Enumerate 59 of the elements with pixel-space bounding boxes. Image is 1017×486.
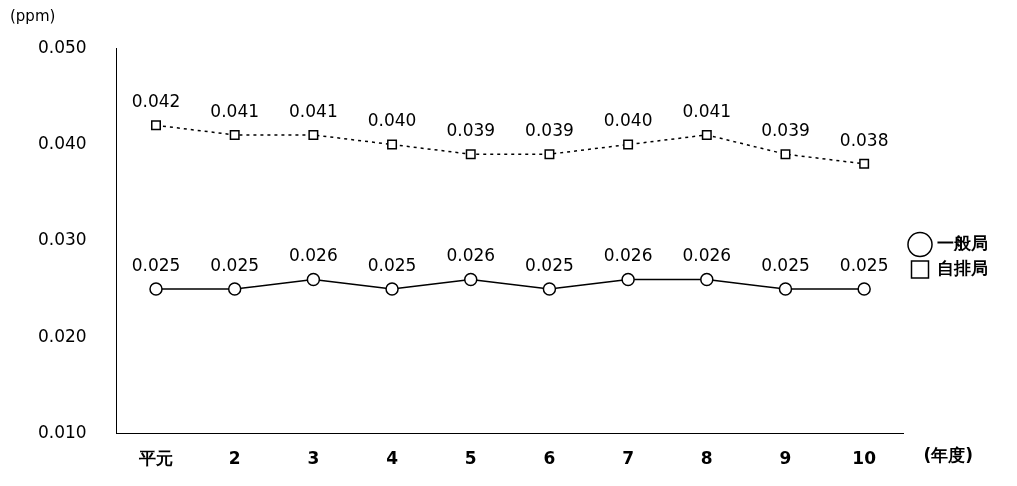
point [227, 282, 242, 296]
point [621, 272, 635, 287]
x-tick-label: 7 [622, 448, 635, 469]
point [385, 282, 399, 296]
x-tick-label: 9 [779, 448, 792, 469]
data-label: 0.025 [761, 255, 810, 275]
point [542, 282, 557, 296]
point [623, 139, 634, 150]
point [306, 272, 321, 287]
data-label: 0.042 [131, 91, 181, 112]
x-tick-label: 2 [228, 448, 241, 469]
data-label: 0.038 [839, 129, 889, 150]
x-tick-label: 10 [852, 448, 877, 469]
x-axis-title: (年度) [923, 444, 974, 465]
point [701, 129, 712, 140]
legend-label: 一般局 [937, 232, 988, 253]
data-label: 0.026 [446, 245, 496, 266]
point [859, 158, 870, 169]
x-tick-label: 8 [700, 448, 713, 469]
point [857, 282, 871, 296]
y-tick-label: 0.030 [38, 229, 87, 250]
y-tick-label: 0.020 [38, 325, 87, 346]
data-label: 0.041 [682, 100, 732, 121]
point [149, 282, 163, 296]
point [700, 272, 714, 287]
data-label: 0.039 [525, 120, 574, 141]
data-label: 0.025 [210, 255, 260, 275]
data-label: 0.041 [210, 100, 260, 121]
data-label: 0.025 [367, 255, 417, 275]
point [544, 149, 555, 160]
x-tick-label: 3 [307, 448, 320, 469]
data-label: 0.025 [525, 255, 574, 275]
data-label: 0.039 [446, 120, 496, 141]
point [780, 149, 791, 160]
point [229, 129, 240, 140]
data-label: 0.026 [682, 245, 732, 266]
data-label: 0.026 [603, 245, 653, 266]
legend-label: 自排局 [937, 257, 988, 278]
point [387, 139, 398, 150]
y-tick-label: 0.050 [38, 36, 87, 57]
point [151, 120, 161, 131]
data-label: 0.025 [131, 255, 181, 275]
data-label: 0.040 [367, 110, 417, 131]
point [308, 129, 319, 140]
y-axis-title: (ppm) [10, 7, 56, 26]
y-tick-label: 0.010 [38, 422, 87, 443]
x-tick-label: 5 [464, 448, 477, 469]
x-tick-label: 4 [386, 448, 399, 469]
point [778, 282, 793, 296]
x-tick-label: 6 [543, 448, 556, 469]
data-label: 0.041 [289, 100, 338, 121]
data-label: 0.039 [761, 120, 810, 141]
y-tick-label: 0.040 [38, 132, 87, 153]
data-label: 0.025 [839, 255, 889, 275]
point [465, 149, 476, 160]
data-label: 0.026 [289, 245, 338, 266]
point [463, 272, 478, 287]
x-tick-label: 平元 [138, 448, 174, 469]
data-label: 0.040 [603, 110, 653, 131]
